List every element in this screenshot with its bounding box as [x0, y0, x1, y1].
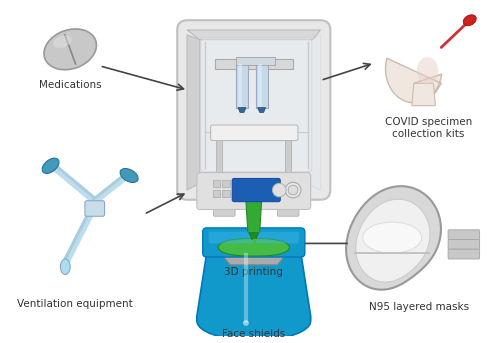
FancyBboxPatch shape — [210, 125, 298, 141]
Ellipse shape — [464, 15, 476, 26]
Bar — [216, 139, 222, 173]
Text: Face shields: Face shields — [222, 329, 286, 339]
Ellipse shape — [42, 158, 59, 174]
Text: Ventilation equipment: Ventilation equipment — [17, 299, 133, 309]
Polygon shape — [187, 35, 200, 190]
Polygon shape — [197, 253, 310, 340]
Bar — [256, 64, 268, 108]
FancyBboxPatch shape — [214, 206, 235, 216]
Circle shape — [243, 320, 249, 326]
Ellipse shape — [44, 29, 96, 70]
Polygon shape — [238, 108, 246, 113]
Bar — [212, 180, 220, 187]
Text: N95 layered masks: N95 layered masks — [368, 301, 469, 312]
Ellipse shape — [53, 35, 72, 48]
Text: 3D printing: 3D printing — [224, 267, 283, 277]
Polygon shape — [346, 186, 441, 290]
FancyBboxPatch shape — [448, 239, 480, 249]
FancyBboxPatch shape — [197, 173, 310, 210]
Polygon shape — [218, 239, 290, 256]
Polygon shape — [386, 58, 442, 103]
FancyBboxPatch shape — [202, 228, 305, 257]
Text: COVID specimen
collection kits: COVID specimen collection kits — [385, 117, 472, 139]
Polygon shape — [412, 83, 436, 106]
FancyBboxPatch shape — [208, 232, 299, 244]
Bar — [238, 64, 242, 108]
Bar — [285, 139, 291, 173]
FancyBboxPatch shape — [232, 178, 280, 202]
FancyBboxPatch shape — [278, 206, 299, 216]
Circle shape — [288, 185, 298, 195]
Ellipse shape — [60, 259, 70, 274]
Ellipse shape — [120, 168, 138, 182]
Ellipse shape — [362, 222, 422, 253]
Polygon shape — [308, 35, 320, 190]
Bar — [222, 190, 230, 197]
FancyBboxPatch shape — [85, 201, 104, 216]
Polygon shape — [222, 255, 285, 265]
Circle shape — [272, 183, 286, 197]
FancyBboxPatch shape — [448, 249, 480, 259]
Ellipse shape — [416, 57, 438, 84]
Bar — [214, 59, 293, 69]
Bar — [212, 190, 220, 197]
FancyBboxPatch shape — [448, 230, 480, 239]
Polygon shape — [246, 201, 262, 233]
Polygon shape — [356, 199, 430, 282]
Polygon shape — [187, 30, 320, 40]
Polygon shape — [258, 108, 266, 113]
Bar — [236, 57, 276, 65]
Bar — [258, 64, 262, 108]
FancyBboxPatch shape — [201, 38, 312, 172]
Bar — [222, 180, 230, 187]
Text: Medications: Medications — [39, 80, 102, 91]
Polygon shape — [249, 233, 258, 239]
Bar — [236, 64, 248, 108]
FancyBboxPatch shape — [177, 20, 330, 200]
Circle shape — [285, 182, 301, 198]
